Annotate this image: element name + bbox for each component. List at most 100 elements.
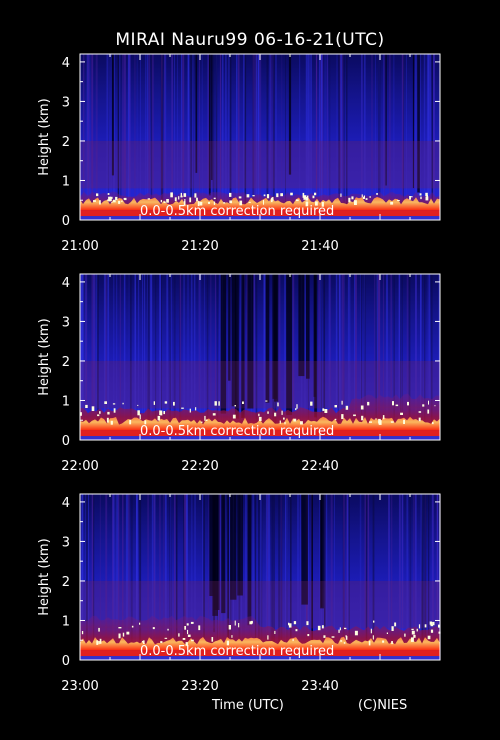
signal-streak bbox=[136, 494, 138, 660]
cloud-speckle bbox=[97, 414, 100, 417]
cloud-speckle bbox=[126, 631, 130, 635]
signal-streak bbox=[85, 274, 86, 440]
y-tick-label: 0 bbox=[62, 654, 70, 669]
signal-streak bbox=[336, 274, 338, 440]
signal-streak bbox=[318, 54, 320, 220]
cloud-speckle bbox=[160, 410, 163, 416]
signal-streak bbox=[113, 494, 115, 660]
signal-streak bbox=[99, 494, 101, 660]
cloud-speckle bbox=[315, 201, 318, 206]
signal-streak bbox=[116, 274, 118, 440]
y-tick-label: 3 bbox=[62, 535, 70, 550]
cloud-speckle bbox=[153, 401, 155, 405]
cloud-speckle bbox=[432, 621, 435, 626]
cloud-shadow-column bbox=[306, 274, 310, 379]
signal-streak bbox=[401, 54, 404, 220]
cloud-speckle bbox=[310, 401, 313, 406]
cloud-speckle bbox=[411, 630, 415, 635]
cloud-shadow-column bbox=[298, 274, 305, 377]
signal-streak bbox=[367, 494, 369, 660]
cloud-speckle bbox=[107, 411, 110, 415]
signal-streak bbox=[191, 494, 193, 660]
signal-streak bbox=[399, 494, 401, 660]
signal-streak bbox=[95, 54, 98, 220]
cloud-speckle bbox=[98, 627, 100, 632]
cloud-speckle bbox=[293, 418, 297, 422]
cloud-speckle bbox=[152, 627, 155, 630]
signal-streak bbox=[346, 54, 348, 220]
signal-streak bbox=[152, 54, 154, 220]
signal-streak bbox=[174, 494, 176, 660]
signal-streak bbox=[190, 274, 193, 440]
cloud-speckle bbox=[348, 197, 351, 203]
signal-streak bbox=[85, 274, 88, 440]
signal-streak bbox=[147, 494, 149, 660]
cloud-speckle bbox=[229, 192, 232, 197]
cloud-speckle bbox=[107, 193, 110, 195]
signal-streak bbox=[273, 494, 275, 660]
panel-2: 0.0-0.5km correction required 0 1 2 3 4 Height… bbox=[37, 273, 441, 474]
signal-streak bbox=[183, 274, 185, 440]
signal-streak bbox=[321, 54, 323, 220]
signal-streak bbox=[429, 274, 431, 440]
signal-streak bbox=[427, 274, 430, 440]
cloud-speckle bbox=[426, 195, 428, 199]
signal-streak bbox=[260, 494, 262, 660]
signal-streak bbox=[138, 274, 140, 440]
signal-streak bbox=[220, 494, 222, 660]
cloud-speckle bbox=[199, 201, 203, 206]
signal-streak bbox=[431, 494, 433, 660]
signal-streak bbox=[171, 54, 173, 220]
signal-streak bbox=[272, 54, 274, 220]
cloud-shadow-column bbox=[234, 274, 239, 419]
cloud-speckle bbox=[81, 631, 84, 635]
signal-streak bbox=[266, 54, 269, 220]
cloud-speckle bbox=[183, 201, 186, 206]
signal-streak bbox=[306, 54, 308, 220]
signal-streak bbox=[427, 494, 430, 660]
cloud-speckle bbox=[186, 623, 189, 626]
signal-streak bbox=[244, 274, 245, 440]
signal-streak bbox=[170, 494, 172, 660]
cloud-speckle bbox=[181, 407, 184, 409]
signal-streak bbox=[215, 274, 217, 440]
x-tick-label: 22:20 bbox=[181, 459, 218, 474]
signal-streak bbox=[128, 274, 130, 440]
cloud-speckle bbox=[277, 402, 279, 407]
signal-streak bbox=[305, 54, 308, 220]
cloud-speckle bbox=[129, 419, 132, 425]
signal-streak bbox=[124, 54, 126, 220]
signal-streak bbox=[134, 54, 136, 220]
haze-layer bbox=[80, 140, 440, 189]
signal-streak bbox=[278, 274, 281, 440]
cloud-speckle bbox=[378, 420, 382, 425]
signal-streak bbox=[193, 274, 196, 440]
cloud-speckle bbox=[170, 192, 173, 198]
cloud-speckle bbox=[180, 195, 183, 198]
signal-streak bbox=[415, 274, 417, 440]
signal-streak bbox=[310, 54, 312, 220]
y-tick-label: 4 bbox=[62, 496, 70, 511]
signal-streak bbox=[147, 274, 148, 440]
cloud-shadow-column bbox=[208, 54, 211, 196]
cloud-speckle bbox=[280, 193, 283, 197]
cloud-speckle bbox=[334, 405, 337, 408]
cloud-speckle bbox=[391, 626, 394, 631]
signal-streak bbox=[177, 54, 178, 220]
signal-streak bbox=[341, 274, 344, 440]
cloud-speckle bbox=[118, 627, 122, 629]
signal-streak bbox=[228, 54, 230, 220]
cloud-speckle bbox=[85, 404, 88, 408]
signal-streak bbox=[212, 54, 215, 220]
cloud-speckle bbox=[395, 404, 399, 407]
signal-streak bbox=[200, 274, 202, 440]
signal-streak bbox=[136, 54, 138, 220]
cloud-speckle bbox=[279, 420, 281, 424]
cloud-speckle bbox=[422, 404, 425, 407]
signal-streak bbox=[342, 274, 345, 440]
signal-streak bbox=[216, 54, 217, 220]
signal-streak bbox=[349, 274, 351, 440]
cloud-speckle bbox=[234, 620, 236, 626]
cloud-speckle bbox=[343, 642, 346, 644]
signal-streak bbox=[171, 54, 173, 220]
